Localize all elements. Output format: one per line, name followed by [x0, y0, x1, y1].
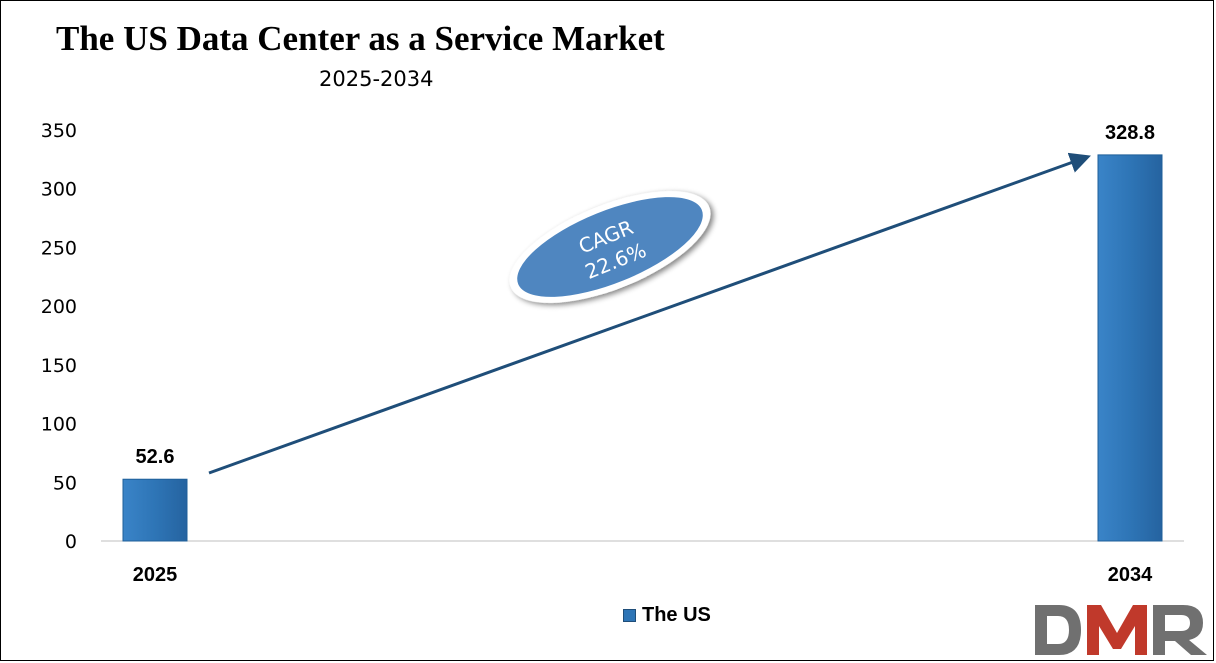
- data-labels: 52.6 328.8: [136, 122, 1156, 468]
- x-axis-labels: 2025 2034: [133, 564, 1153, 586]
- data-label-2034: 328.8: [1105, 122, 1155, 144]
- dmr-logo-mark: [1035, 605, 1207, 655]
- y-tick-label: 50: [53, 472, 77, 494]
- chart-subtitle: 2025-2034: [319, 67, 434, 91]
- legend: The US: [623, 604, 711, 627]
- legend-swatch: [623, 609, 636, 622]
- data-label-2025: 52.6: [136, 446, 175, 468]
- y-tick-label: 100: [41, 414, 77, 436]
- bar-2025: [122, 478, 188, 542]
- y-tick-label: 0: [65, 531, 77, 553]
- bar-2034: [1097, 154, 1163, 542]
- y-tick-label: 150: [41, 355, 77, 377]
- cagr-arrow: [208, 152, 1091, 475]
- x-tick-label-2034: 2034: [1108, 564, 1153, 586]
- y-tick-label: 300: [41, 179, 77, 201]
- cagr-badge: CAGR 22.6%: [509, 191, 711, 303]
- cagr-ellipse-fill: [517, 197, 703, 297]
- y-tick-label: 250: [41, 237, 77, 259]
- bars: [122, 154, 1163, 542]
- dmr-logo: [1035, 605, 1207, 655]
- legend-label: The US: [642, 604, 711, 626]
- y-tick-label: 200: [41, 296, 77, 318]
- x-tick-label-2025: 2025: [133, 564, 178, 586]
- y-tick-label: 350: [41, 120, 77, 142]
- chart-title: The US Data Center as a Service Market: [56, 19, 665, 58]
- y-axis: 0 50 100 150 200 250 300 350: [41, 120, 77, 553]
